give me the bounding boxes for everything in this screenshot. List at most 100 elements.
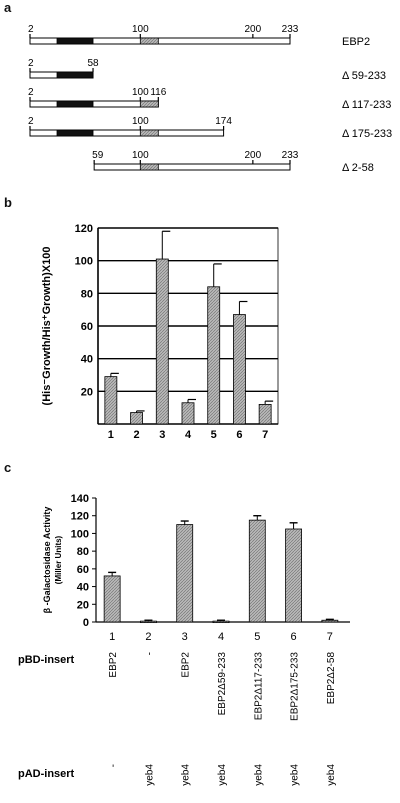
y-tick-label: 100 — [75, 256, 93, 268]
pad-insert-value: yeb4 — [181, 764, 192, 786]
hatched-domain — [139, 163, 159, 171]
y-tick-label: 60 — [77, 564, 89, 576]
black-domain — [56, 100, 94, 108]
x-tick-label: 6 — [291, 631, 297, 643]
construct-row: 2 100 116 Δ 117-233 — [28, 87, 391, 111]
y-tick-label: 120 — [75, 223, 93, 235]
x-tick-label: 1 — [109, 631, 115, 643]
black-domain — [56, 129, 94, 137]
position-label: 100 — [132, 116, 149, 127]
bar — [248, 519, 266, 623]
galactosidase-bar-chart: 0 20 40 60 80 100 120 140 1 2 3 4 5 6 7 β -Galactosidas… — [42, 493, 350, 643]
pad-insert-value: yeb4 — [326, 764, 337, 786]
bar — [103, 575, 121, 623]
position-label: 174 — [215, 116, 232, 127]
y-tick-label: 20 — [77, 599, 89, 611]
y-tick-label: 40 — [77, 582, 89, 594]
panel-label-c: c — [4, 460, 12, 475]
x-tick-label: 5 — [211, 429, 217, 441]
bar — [212, 620, 230, 624]
y-tick-label: 80 — [77, 546, 89, 558]
construct-row: 59 100 200 233 Δ 2-58 — [92, 150, 374, 174]
construct-name: Δ 175-233 — [342, 128, 392, 140]
position-label: 58 — [87, 58, 99, 69]
y-tick-label: 80 — [81, 288, 93, 300]
position-label: 100 — [132, 87, 149, 98]
position-label: 233 — [282, 150, 299, 161]
position-label: 200 — [245, 150, 262, 161]
x-tick-label: 2 — [145, 631, 151, 643]
construct-name: Δ 117-233 — [342, 99, 391, 111]
panel-label-a: a — [4, 0, 12, 15]
bar — [321, 619, 339, 623]
bar — [258, 403, 272, 425]
y-tick-label: 0 — [83, 617, 89, 629]
position-label: 2 — [28, 58, 34, 69]
pad-insert-value: yeb4 — [290, 764, 301, 786]
bar — [140, 620, 157, 624]
x-tick-label: 6 — [236, 429, 242, 441]
growth-bar-chart: 20 40 60 80 100 120 1 2 3 4 5 6 7 (His⁻Growth/His⁺Gro… — [41, 223, 279, 441]
position-label: 100 — [132, 24, 149, 35]
pad-insert-value: yeb4 — [144, 764, 155, 786]
black-domain — [56, 71, 94, 79]
construct-bar — [93, 163, 291, 171]
pbd-insert-value: EBP2Δ175-233 — [290, 652, 301, 721]
pbd-insert-label: pBD-insert — [18, 654, 75, 666]
x-tick-label: 2 — [134, 429, 140, 441]
bar — [233, 314, 246, 425]
x-tick-label: 1 — [108, 429, 114, 441]
pbd-insert-value: EBP2 — [181, 652, 192, 678]
bar — [176, 524, 194, 623]
bar — [285, 528, 302, 623]
x-tick-label: 5 — [254, 631, 260, 643]
position-label: 116 — [150, 87, 166, 98]
pbd-insert-value: - — [144, 652, 155, 655]
black-domain — [56, 37, 94, 45]
y-tick-label: 60 — [81, 321, 93, 333]
position-label: 2 — [28, 116, 34, 127]
y-axis-label-units: (Miller Units) — [54, 535, 63, 584]
x-tick-label: 7 — [262, 429, 268, 441]
construct-row: 2 58 Δ 59-233 — [28, 58, 386, 82]
position-label: 2 — [28, 24, 34, 35]
position-label: 200 — [245, 24, 262, 35]
x-tick-label: 7 — [327, 631, 333, 643]
bar — [104, 376, 118, 425]
construct-row: 2 100 174 Δ 175-233 — [28, 116, 392, 140]
bar — [155, 258, 169, 425]
position-label: 2 — [28, 87, 34, 98]
construct-bar — [29, 100, 159, 108]
construct-bar — [29, 37, 291, 45]
y-axis-label: β -Galactosidase Activity — [42, 507, 52, 614]
pbd-insert-value: EBP2Δ2-58 — [326, 652, 337, 705]
bar — [207, 286, 221, 425]
pad-insert-value: - — [108, 764, 119, 767]
pad-insert-value: yeb4 — [253, 764, 264, 786]
construct-name: Δ 59-233 — [342, 70, 386, 82]
hatched-domain — [139, 37, 159, 45]
y-tick-label: 40 — [81, 354, 93, 366]
construct-name: Δ 2-58 — [342, 162, 374, 174]
x-tick-label: 3 — [182, 631, 188, 643]
bar — [181, 402, 195, 425]
hatched-domain — [139, 129, 159, 137]
panel-label-b: b — [4, 195, 12, 210]
x-tick-label: 4 — [185, 429, 192, 441]
position-label: 233 — [282, 24, 299, 35]
position-label: 59 — [92, 150, 104, 161]
y-tick-label: 140 — [71, 493, 89, 505]
y-axis-label: (His⁻Growth/His⁺Growth)X100 — [41, 247, 53, 406]
y-tick-label: 120 — [71, 511, 89, 523]
x-tick-label: 4 — [218, 631, 224, 643]
construct-row: 2 100 200 233 EBP2 — [28, 24, 370, 48]
pbd-insert-value: EBP2Δ59-233 — [217, 652, 228, 716]
construct-name: EBP2 — [342, 36, 370, 48]
pbd-insert-value: EBP2Δ117-233 — [253, 652, 264, 721]
pbd-insert-value: EBP2 — [108, 652, 119, 678]
y-tick-label: 100 — [71, 528, 89, 540]
position-label: 100 — [132, 150, 149, 161]
y-tick-label: 20 — [81, 386, 93, 398]
pad-insert-value: yeb4 — [217, 764, 228, 786]
